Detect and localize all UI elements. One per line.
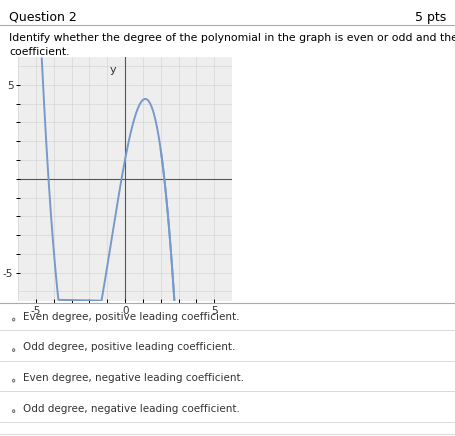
Text: Even degree, positive leading coefficient.: Even degree, positive leading coefficien… [23,312,239,322]
Text: Identify whether the degree of the polynomial in the graph is even or odd and th: Identify whether the degree of the polyn… [9,33,455,43]
Text: 5 pts: 5 pts [415,11,446,24]
Text: y: y [109,65,116,75]
Text: Even degree, negative leading coefficient.: Even degree, negative leading coefficien… [23,373,244,383]
Text: Odd degree, negative leading coefficient.: Odd degree, negative leading coefficient… [23,404,240,413]
Text: Odd degree, positive leading coefficient.: Odd degree, positive leading coefficient… [23,343,235,352]
Text: Question 2: Question 2 [9,11,77,24]
Text: coefficient.: coefficient. [9,47,70,57]
